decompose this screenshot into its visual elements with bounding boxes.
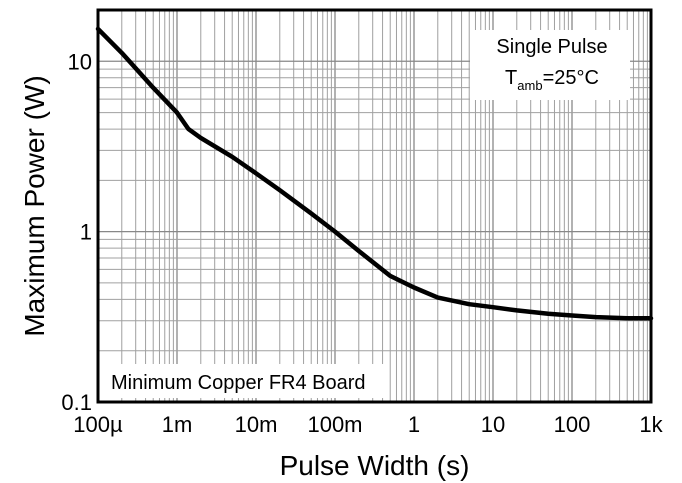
x-tick-label: 10 bbox=[481, 412, 505, 437]
y-tick-label: 0.1 bbox=[61, 390, 92, 415]
plot-frame-group bbox=[96, 8, 653, 404]
grid bbox=[97, 9, 651, 403]
series-line bbox=[95, 26, 654, 321]
y-axis-label: Maximum Power (W) bbox=[19, 75, 50, 336]
x-tick-label: 10m bbox=[235, 412, 278, 437]
ambient-temperature-label: Tamb=25°C bbox=[505, 67, 599, 93]
x-tick-label: 1m bbox=[162, 412, 193, 437]
tamb-symbol: T bbox=[505, 67, 517, 89]
tamb-value: =25°C bbox=[543, 67, 599, 89]
x-tick-label: 100µ bbox=[73, 412, 123, 437]
y-tick-label: 1 bbox=[80, 220, 92, 245]
x-tick-label: 100m bbox=[307, 412, 362, 437]
annotations: Single Pulse Tamb=25°C Minimum Copper FR… bbox=[104, 30, 630, 398]
tamb-subscript: amb bbox=[517, 78, 542, 93]
board-note-box bbox=[104, 364, 388, 398]
plot-frame bbox=[96, 8, 653, 404]
condition-box bbox=[470, 30, 630, 100]
y-tick-label: 10 bbox=[68, 49, 92, 74]
x-tick-label: 100 bbox=[554, 412, 591, 437]
x-tick-label: 1 bbox=[408, 412, 420, 437]
x-tick-label: 1k bbox=[639, 412, 663, 437]
board-note-label: Minimum Copper FR4 Board bbox=[111, 372, 366, 394]
series-group bbox=[95, 26, 654, 321]
single-pulse-label: Single Pulse bbox=[496, 36, 607, 58]
x-axis-label: Pulse Width (s) bbox=[280, 450, 470, 481]
tick-labels: 100µ 1m 10m 100m 1 10 100 1k 0.1 1 10 bbox=[61, 49, 663, 437]
